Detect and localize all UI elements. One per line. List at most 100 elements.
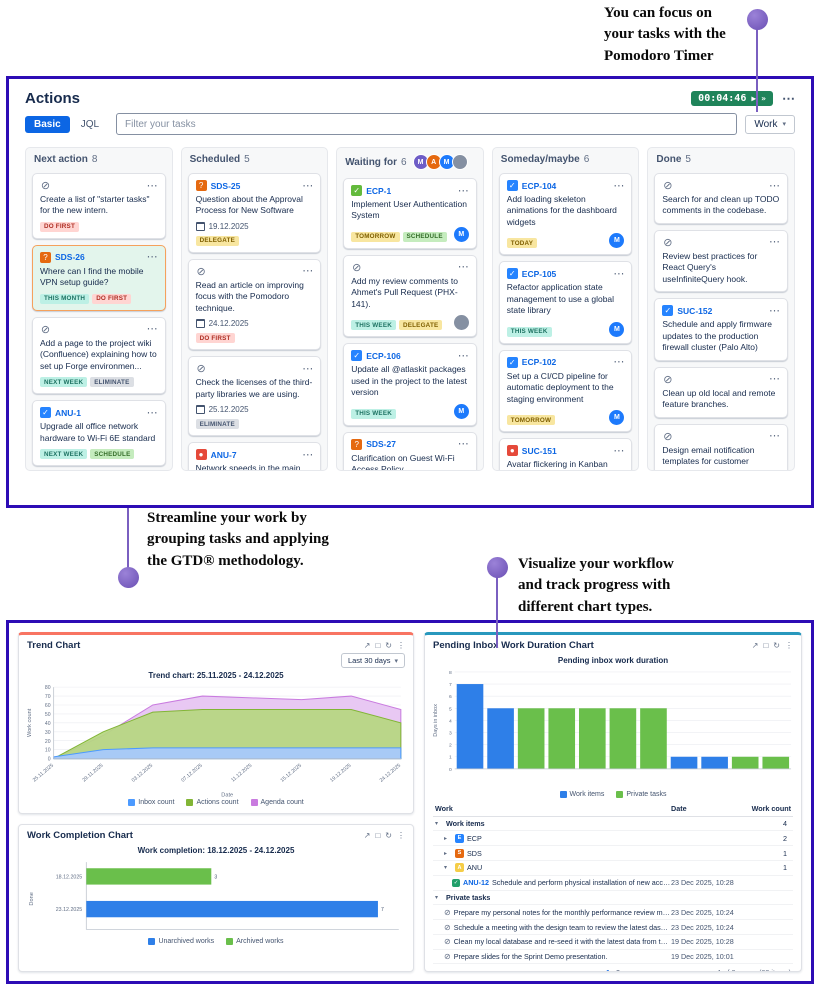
task-card[interactable]: ⊘ ⋯ Clean up old local and remote feature … xyxy=(654,366,788,418)
task-card[interactable]: ●ANU-7 ⋯Network speeds in the main confer… xyxy=(187,442,322,470)
work-table-row[interactable]: ▾ Private tasks xyxy=(433,891,793,906)
card-menu-icon[interactable]: ⋯ xyxy=(457,261,469,274)
card-menu-icon[interactable]: ⋯ xyxy=(613,444,625,457)
card-menu-icon[interactable]: ⋯ xyxy=(768,430,780,443)
task-key-link[interactable]: ECP-105 xyxy=(521,268,557,279)
skip-icon[interactable]: » xyxy=(761,93,766,103)
work-table-row[interactable]: ✓ ANU-12 Schedule and perform physical ins… xyxy=(433,876,793,891)
work-table-row[interactable]: ▾ Work items 4 xyxy=(433,817,793,832)
card-menu-icon[interactable]: ⋯ xyxy=(302,448,314,461)
expand-icon[interactable]: ↗ xyxy=(363,831,371,840)
task-card[interactable]: ✓ ECP-1 ⋯ Implement User Authentication Sys… xyxy=(343,178,477,249)
work-scope-select[interactable]: Work ▾ xyxy=(745,114,795,134)
task-card[interactable]: ⊘ ⋯ Review best practices for React Query'… xyxy=(654,229,788,293)
expand-icon[interactable]: ↗ xyxy=(751,641,759,650)
task-key-link[interactable]: ECP-1 xyxy=(366,185,392,196)
refresh-icon[interactable]: ↻ xyxy=(773,641,780,650)
task-card[interactable]: ⊘ ⋯ Add a page to the project wiki (Conflu… xyxy=(32,316,166,395)
range-select[interactable]: Last 30 days ▾ xyxy=(340,653,405,668)
task-key-link[interactable]: ECP-106 xyxy=(366,350,401,361)
play-icon[interactable]: ▶ xyxy=(751,93,757,103)
card-menu-icon[interactable]: ⋯ xyxy=(146,323,158,336)
refresh-icon[interactable]: ↻ xyxy=(385,641,392,650)
page-number[interactable]: 1 xyxy=(603,968,613,971)
prev-page-button[interactable]: ‹ xyxy=(596,968,598,971)
assignee-avatar[interactable]: M xyxy=(609,410,625,426)
user-avatar[interactable] xyxy=(451,154,468,170)
card-menu-icon[interactable]: ⋯ xyxy=(302,362,314,375)
assignee-avatar[interactable]: M xyxy=(453,226,469,242)
card-menu-icon[interactable]: ⋯ xyxy=(613,356,625,369)
card-menu-icon[interactable]: ⋯ xyxy=(768,304,780,317)
work-table-row[interactable]: ⊘ Prepare my personal notes for the month… xyxy=(433,905,793,921)
task-card[interactable]: ✓ ECP-102 ⋯ Set up a CI/CD pipeline for aut… xyxy=(498,349,633,433)
card-menu-icon[interactable]: ⋯ xyxy=(302,265,314,278)
refresh-icon[interactable]: ↻ xyxy=(385,831,392,840)
basic-tab[interactable]: Basic xyxy=(25,115,70,133)
assignee-avatar[interactable] xyxy=(453,315,469,331)
task-card[interactable]: ? SDS-26 ⋯ Where can I find the mobile VPN … xyxy=(32,244,166,311)
work-table-row[interactable]: ▾ A ANU 1 xyxy=(433,861,793,876)
expand-icon[interactable]: ↗ xyxy=(363,641,371,650)
jql-tab[interactable]: JQL xyxy=(72,116,108,133)
gadget-menu-icon[interactable]: ⋮ xyxy=(397,831,405,840)
task-card[interactable]: ? SDS-25 ⋯ Question about the Approval Proc… xyxy=(187,173,322,253)
gadget-menu-icon[interactable]: ⋮ xyxy=(785,641,793,650)
task-card[interactable]: ✓ ECP-104 ⋯ Add loading skeleton animations… xyxy=(498,173,633,256)
task-card[interactable]: ⊘ ⋯ Add my review comments to Ahmet's Pull… xyxy=(343,254,477,338)
card-menu-icon[interactable]: ⋯ xyxy=(613,179,625,192)
chevron-down-icon[interactable]: ▾ xyxy=(444,865,448,872)
task-key-link[interactable]: SUC-151 xyxy=(521,445,557,456)
task-card[interactable]: ✓ ECP-106 ⋯ Update all @atlaskit packages u… xyxy=(343,343,477,426)
task-card[interactable]: ? SDS-27 ⋯ Clarification on Guest Wi-Fi Acc… xyxy=(343,431,477,470)
done-checkbox-icon[interactable]: ✓ xyxy=(452,878,460,887)
task-key-link[interactable]: ECP-104 xyxy=(521,180,557,191)
assignee-avatar[interactable]: M xyxy=(609,233,625,249)
maximize-icon[interactable]: □ xyxy=(375,641,381,650)
gadget-menu-icon[interactable]: ⋮ xyxy=(397,641,405,650)
task-key-link[interactable]: SDS-27 xyxy=(366,439,396,450)
work-table-row[interactable]: ⊘ Schedule a meeting with the design team… xyxy=(433,920,793,935)
card-menu-icon[interactable]: ⋯ xyxy=(768,179,780,192)
card-menu-icon[interactable]: ⋯ xyxy=(768,373,780,386)
card-menu-icon[interactable]: ⋯ xyxy=(457,184,469,197)
chevron-right-icon[interactable]: ▸ xyxy=(444,835,448,842)
task-key-link[interactable]: ECP-102 xyxy=(521,357,557,368)
card-menu-icon[interactable]: ⋯ xyxy=(146,406,158,419)
task-key-link[interactable]: SDS-26 xyxy=(55,252,85,263)
work-table-row[interactable]: ⊘ Prepare slides for the Sprint Demo pres… xyxy=(433,950,793,965)
pomodoro-timer[interactable]: 00:04:46 ▶ » xyxy=(691,91,773,106)
chevron-right-icon[interactable]: ▸ xyxy=(444,850,448,857)
page-number[interactable]: 2 xyxy=(613,968,623,971)
task-key-link[interactable]: SUC-152 xyxy=(677,305,713,316)
task-card[interactable]: ✓ ECP-105 ⋯ Refactor application state mana… xyxy=(498,261,633,344)
user-avatar[interactable]: A xyxy=(425,154,442,170)
task-card[interactable]: ●SUC-151 ⋯ Avatar flickering in Kanban boa… xyxy=(498,438,633,470)
task-card[interactable]: ⊘ ⋯ Read an article on improving focus wit… xyxy=(187,258,322,351)
task-card[interactable]: ✓ SUC-152 ⋯ Schedule and apply firmware upd… xyxy=(654,298,788,361)
assignee-avatar[interactable]: M xyxy=(609,321,625,337)
task-card[interactable]: ✓ ANU-1 ⋯ Upgrade all office network hardwa… xyxy=(32,400,166,467)
project-name[interactable]: ECP xyxy=(467,833,482,843)
work-table-row[interactable]: ▸ S SDS 1 xyxy=(433,846,793,861)
next-page-button[interactable]: › xyxy=(628,968,630,971)
task-key-link[interactable]: ANU-1 xyxy=(55,407,81,418)
task-card[interactable]: ⊘ ⋯ Create a list of "starter tasks" for t… xyxy=(32,173,166,239)
task-card[interactable]: ⊘ ⋯ Check the licenses of the third-party … xyxy=(187,356,322,437)
card-menu-icon[interactable]: ⋯ xyxy=(768,236,780,249)
assignee-avatar[interactable]: M xyxy=(453,403,469,419)
card-menu-icon[interactable]: ⋯ xyxy=(457,438,469,451)
card-menu-icon[interactable]: ⋯ xyxy=(146,179,158,192)
task-card[interactable]: ⊘ ⋯ Search for and clean up TODO comments … xyxy=(654,173,788,224)
work-table-row[interactable]: ⊘ Clean my local database and re-seed it … xyxy=(433,935,793,950)
project-name[interactable]: ANU xyxy=(467,863,483,873)
card-menu-icon[interactable]: ⋯ xyxy=(146,251,158,264)
issue-key-link[interactable]: ANU-12 xyxy=(463,878,489,888)
work-table-row[interactable]: ▸ E ECP 2 xyxy=(433,831,793,847)
maximize-icon[interactable]: □ xyxy=(763,641,769,650)
card-menu-icon[interactable]: ⋯ xyxy=(302,179,314,192)
task-key-link[interactable]: SDS-25 xyxy=(210,180,241,191)
task-key-link[interactable]: ANU-7 xyxy=(210,449,237,460)
chevron-down-icon[interactable]: ▾ xyxy=(435,894,439,901)
